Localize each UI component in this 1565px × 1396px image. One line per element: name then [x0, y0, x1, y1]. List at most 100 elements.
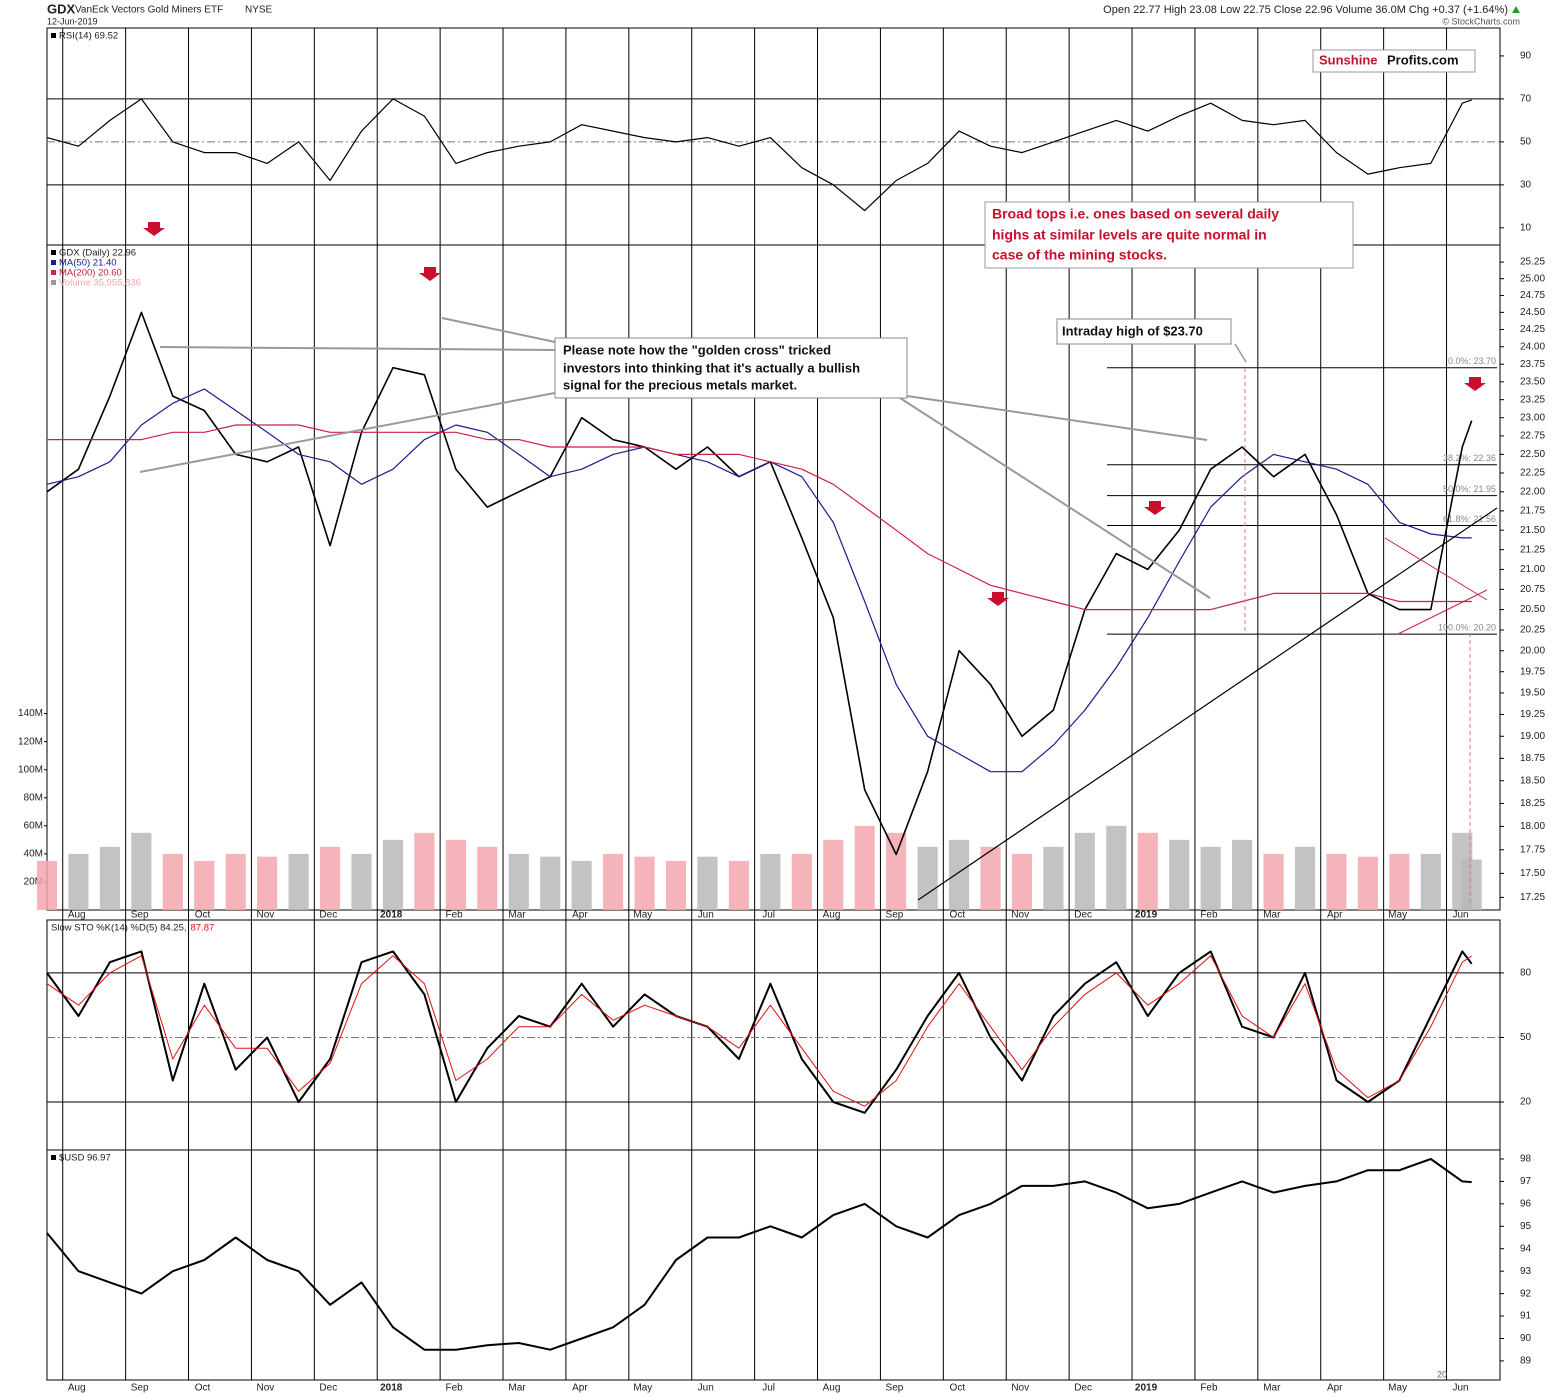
y2-tick-label: 120M [18, 736, 43, 747]
y-tick-label: 24.75 [1520, 290, 1545, 301]
y-tick-label: 95 [1520, 1221, 1532, 1232]
volume-bar [603, 853, 624, 910]
y-tick-label: 24.00 [1520, 341, 1545, 352]
volume-bar [414, 832, 435, 910]
x-tick-label: Aug [823, 910, 841, 921]
x-tick-label: Jun [698, 1383, 714, 1394]
x-tick-label: Sep [886, 910, 904, 921]
volume-bar [1043, 846, 1064, 910]
volume-bar [791, 853, 812, 910]
fib-label: 38.2%: 22.36 [1443, 453, 1496, 463]
triangle-line [1397, 589, 1488, 635]
y-tick-label: 89 [1520, 1356, 1532, 1367]
volume-bar [1357, 856, 1378, 910]
x-tick-label: Mar [508, 910, 526, 921]
y-tick-label: 94 [1520, 1243, 1532, 1254]
y-tick-label: 98 [1520, 1154, 1532, 1165]
annotations: Please note how the "golden cross" trick… [139, 49, 1498, 1379]
volume-bar [257, 856, 278, 910]
callout-box [554, 337, 908, 399]
volume-bar [665, 860, 687, 910]
y-tick-label: 18.50 [1520, 775, 1545, 786]
x-tick-label: Oct [195, 1383, 211, 1394]
volume-bar [1294, 846, 1316, 910]
x-tick-label: Aug [68, 1383, 86, 1394]
y-tick-label: 20.50 [1520, 604, 1545, 615]
series-line [46, 950, 1473, 1114]
y-tick-label: 19.50 [1520, 688, 1545, 699]
x-tick-label: Nov [1011, 910, 1029, 921]
annotation-text: Please note how the "golden cross" trick… [563, 342, 831, 357]
y-tick-label: 10 [1520, 222, 1532, 233]
x-tick-label: Jul [762, 910, 775, 921]
volume-bar [36, 860, 58, 910]
callout-line [1234, 343, 1247, 363]
y-tick-label: 96 [1520, 1198, 1532, 1209]
legend-label: GDX (Daily) 22.96 [59, 248, 136, 259]
y-tick-label: 20.00 [1520, 645, 1545, 656]
y2-tick-label: 20M [24, 877, 43, 888]
y2-tick-label: 100M [18, 764, 43, 775]
volume-bar [1137, 832, 1158, 910]
x-tick-label: Dec [1074, 1383, 1092, 1394]
y-tick-label: 24.50 [1520, 307, 1545, 318]
x-tick-label: 2018 [380, 910, 403, 921]
y-tick-label: 20 [1520, 1097, 1532, 1108]
volume-bar [980, 846, 1001, 910]
y-tick-label: 18.75 [1520, 753, 1545, 764]
volume-bar [1011, 853, 1033, 910]
volume-bar [917, 846, 938, 910]
logo-text: Sunshine [1319, 52, 1378, 67]
y-tick-label: 50 [1520, 1032, 1532, 1043]
legend-swatch [51, 260, 56, 265]
series-line [46, 98, 1472, 212]
series-line [47, 424, 1472, 611]
x-tick-label: Oct [950, 910, 966, 921]
volume-bar [1263, 853, 1284, 910]
volume-bar [854, 825, 875, 910]
y-tick-label: 19.00 [1520, 731, 1545, 742]
legend-swatch [51, 250, 56, 255]
volume-bar [1169, 839, 1190, 910]
x-tick-label: Oct [950, 1383, 966, 1394]
volume-bar [1389, 853, 1410, 910]
volume-bar [445, 839, 466, 910]
legend-label: $USD 96.97 [59, 1153, 111, 1164]
y-tick-label: 19.25 [1520, 709, 1545, 720]
y-tick-label: 90 [1520, 51, 1532, 62]
callout-line [906, 395, 1208, 441]
x-tick-label: Dec [319, 910, 337, 921]
x-tick-label: 2019 [1135, 1383, 1158, 1394]
y2-tick-label: 40M [24, 849, 43, 860]
fib-label: 100.0%: 20.20 [1438, 623, 1496, 633]
symbol: GDX [47, 1, 76, 16]
x-tick-label: Jul [762, 1383, 775, 1394]
y-tick-label: 91 [1520, 1311, 1532, 1322]
legend-label: RSI(14) 69.52 [59, 31, 118, 42]
x-tick-label: Apr [572, 910, 588, 921]
x-tick-label: Jun [1452, 1383, 1468, 1394]
callout-box [1056, 318, 1232, 345]
volume-bar [1232, 839, 1253, 910]
volume-bar [728, 860, 749, 910]
top-arrow [1144, 501, 1166, 515]
y-tick-label: 21.00 [1520, 564, 1545, 575]
top-arrow [1464, 377, 1486, 391]
volume-bar [823, 839, 844, 910]
y-tick-label: 22.00 [1520, 486, 1545, 497]
volume-bar [288, 853, 309, 910]
x-tick-label: Mar [1263, 1383, 1281, 1394]
triangle-line [1384, 537, 1488, 601]
fib-label: 50.0%: 21.95 [1443, 484, 1496, 494]
callout-line [441, 317, 556, 343]
volume-bar [1074, 832, 1095, 910]
x-tick-label: May [633, 910, 652, 921]
annotation-text: Intraday high of $23.70 [1062, 323, 1203, 338]
y-tick-label: 22.50 [1520, 449, 1545, 460]
x-tick-label: Apr [1327, 910, 1343, 921]
x-tick-label: Dec [319, 1383, 337, 1394]
y-tick-label: 80 [1520, 968, 1532, 979]
callout-line [159, 346, 556, 351]
